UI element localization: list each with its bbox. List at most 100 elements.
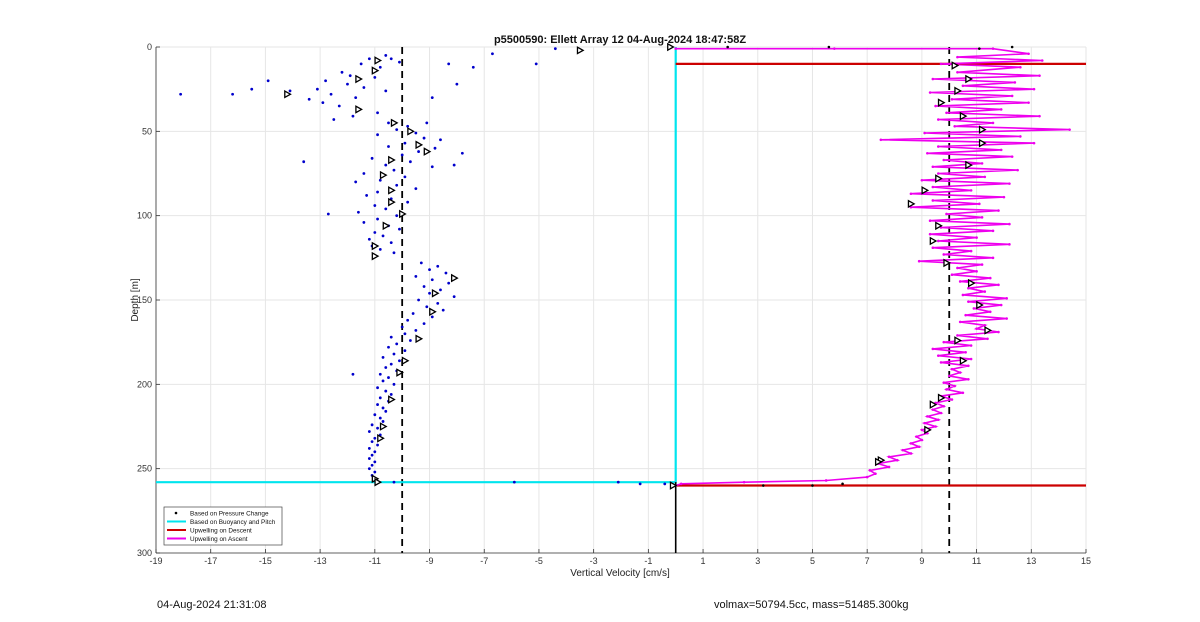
ascent-point — [988, 276, 992, 280]
pressure-point — [367, 447, 371, 450]
pressure-point — [553, 47, 557, 51]
ascent-point — [980, 162, 984, 165]
chart-title: p5500590: Ellett Array 12 04-Aug-2024 18… — [494, 34, 746, 46]
x-tick-label: -15 — [259, 556, 272, 566]
ascent-point — [945, 111, 948, 115]
pressure-point — [392, 382, 396, 386]
pressure-point — [512, 480, 516, 484]
pressure-point — [491, 52, 494, 56]
ascent-point — [833, 47, 836, 50]
ascent-point — [967, 364, 970, 368]
ascent-point — [931, 408, 935, 411]
ascent-point — [936, 172, 940, 175]
pressure-point — [389, 57, 393, 61]
pressure-marker — [379, 170, 388, 180]
pressure-point — [373, 75, 377, 79]
ascent-point — [942, 381, 946, 384]
pressure-point — [400, 153, 404, 157]
pressure-point — [381, 420, 385, 423]
pressure-point — [638, 482, 642, 486]
pressure-point — [337, 104, 341, 108]
ascent-point — [1019, 135, 1022, 138]
ascent-point — [983, 324, 987, 327]
pressure-point — [302, 160, 306, 164]
pressure-point — [315, 87, 319, 91]
ascent-point — [999, 303, 1003, 307]
pressure-point — [444, 271, 448, 275]
ascent-point — [920, 438, 924, 442]
pressure-marker — [921, 186, 930, 195]
pressure-point — [370, 453, 374, 457]
pressure-point — [370, 463, 374, 467]
x-tick-label: 13 — [1026, 556, 1036, 566]
pressure-point — [400, 325, 404, 329]
tick-labels: -19 -17 -15 -13 -11 -9 -7 -5 -3 -1 1 3 5 7 9 11 13 150501… — [137, 42, 1091, 566]
pressure-point — [827, 45, 831, 49]
x-axis-label: Vertical Velocity [cm/s] — [570, 568, 670, 579]
pressure-point — [381, 234, 385, 238]
pressure-marker — [388, 186, 396, 195]
pressure-point — [378, 416, 382, 420]
pressure-point — [351, 114, 355, 118]
pressure-marker — [965, 160, 973, 170]
pressure-marker — [667, 42, 675, 52]
buoyancy-pitch-line — [156, 47, 677, 484]
pressure-point — [231, 92, 234, 96]
pressure-point — [439, 288, 442, 292]
pressure-marker — [669, 481, 678, 490]
ascent-point — [997, 283, 1000, 287]
y-axis-label: Depth [m] — [130, 278, 141, 322]
ascent-point — [964, 350, 967, 354]
pressure-point — [389, 241, 393, 245]
ascent-point — [931, 165, 935, 169]
x-tick-label: -5 — [535, 556, 543, 566]
ascent-point — [980, 263, 984, 266]
pressure-point — [403, 141, 407, 145]
pressure-point — [414, 328, 418, 332]
ascent-point — [931, 185, 935, 189]
ascent-point — [969, 357, 973, 361]
pressure-marker — [450, 273, 459, 283]
pressure-point — [340, 70, 344, 74]
pressure-point — [357, 210, 360, 214]
pressure-marker — [371, 241, 380, 251]
pressure-point — [403, 175, 407, 179]
pressure-point — [384, 207, 388, 211]
pressure-marker — [937, 393, 946, 403]
pressure-marker — [576, 46, 585, 55]
ascent-point — [956, 71, 959, 74]
pressure-point — [422, 322, 426, 326]
ascent-point — [1016, 168, 1019, 172]
pressure-point — [376, 111, 379, 115]
ascent-point — [991, 121, 995, 125]
ascent-point — [1002, 195, 1006, 199]
pressure-point — [378, 396, 382, 400]
pressure-point — [406, 124, 410, 128]
x-tick-label: 11 — [972, 556, 981, 566]
pressure-point — [471, 65, 475, 69]
marker-layer — [284, 42, 993, 490]
pressure-point — [422, 285, 426, 288]
ascent-point — [909, 452, 913, 455]
x-tick-label: 5 — [810, 556, 815, 566]
pressure-point — [430, 165, 434, 169]
y-tick-label: 250 — [137, 464, 152, 474]
pressure-point — [1010, 45, 1014, 49]
ascent-point — [950, 97, 954, 101]
pressure-point — [373, 413, 377, 417]
pressure-marker — [377, 433, 385, 443]
ascent-point — [742, 480, 746, 484]
ascent-point — [939, 411, 943, 415]
pressure-point — [376, 426, 379, 430]
ascent-point — [991, 229, 995, 233]
pressure-point — [395, 128, 399, 132]
pressure-point — [460, 151, 464, 155]
pressure-point — [811, 484, 814, 487]
pressure-point — [362, 172, 366, 175]
legend-swatch-dot — [174, 511, 178, 515]
ascent-point — [926, 151, 929, 155]
ascent-point — [967, 286, 970, 290]
footer-timestamp: 04-Aug-2024 21:31:08 — [157, 599, 267, 611]
pressure-point — [326, 212, 330, 216]
ascent-point — [945, 388, 948, 391]
